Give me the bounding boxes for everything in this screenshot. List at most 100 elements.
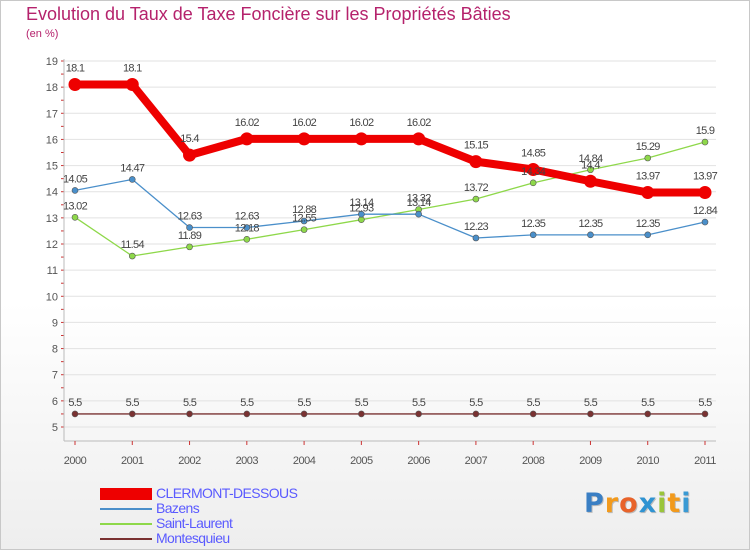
data-point	[583, 174, 597, 188]
logo-letter: P	[584, 488, 605, 519]
y-tick-label: 11	[47, 265, 58, 277]
data-point	[415, 210, 422, 218]
x-tick-label: 2011	[694, 455, 716, 467]
logo-letter: i	[681, 488, 692, 519]
data-label: 13.14	[349, 197, 374, 209]
data-point	[644, 231, 652, 239]
logo-letter: x	[638, 488, 658, 519]
y-tick-label: 12	[46, 239, 58, 251]
data-label: 14.4	[581, 159, 600, 171]
data-point	[701, 138, 709, 146]
data-point	[128, 252, 136, 260]
series-line-clermont-dessous	[71, 80, 709, 197]
x-tick-label: 2006	[407, 455, 430, 467]
data-point	[641, 185, 655, 199]
data-label: 13.14	[407, 197, 432, 209]
data-point	[240, 132, 254, 146]
data-point	[186, 224, 193, 231]
legend-swatch	[100, 538, 152, 540]
y-tick-label: 10	[46, 291, 58, 303]
data-label: 12.35	[578, 218, 603, 230]
series-line-saint-laurent	[74, 141, 706, 257]
data-label: 16.02	[349, 117, 374, 129]
data-point	[698, 185, 712, 199]
data-label: 5.5	[698, 397, 712, 409]
data-label: 12.23	[464, 221, 489, 233]
data-label: 16.02	[407, 117, 432, 129]
data-point	[469, 155, 483, 169]
data-label: 14.85	[521, 147, 546, 159]
legend-label: Bazens	[156, 500, 200, 516]
logo-letter: r	[604, 488, 620, 519]
data-label: 11.54	[121, 239, 145, 251]
y-tick-label: 5	[52, 422, 58, 434]
data-point	[300, 410, 308, 418]
data-point	[300, 226, 308, 233]
y-tick-label: 14	[46, 187, 58, 199]
data-point	[358, 210, 365, 218]
data-label: 15.29	[636, 141, 661, 153]
y-tick-label: 7	[52, 370, 58, 382]
x-tick-label: 2010	[636, 455, 659, 467]
data-point	[186, 410, 193, 418]
data-point	[472, 410, 480, 418]
data-label: 16.02	[235, 117, 260, 129]
logo-letter: t	[667, 488, 682, 519]
data-point	[186, 243, 193, 251]
data-point	[644, 154, 652, 162]
y-tick-label: 8	[52, 344, 58, 356]
data-label: 13.32	[407, 192, 432, 204]
data-point	[71, 410, 79, 418]
data-label: 13.72	[464, 182, 489, 194]
data-label: 5.5	[297, 397, 311, 409]
data-label: 5.5	[126, 397, 140, 409]
data-label: 5.5	[240, 397, 254, 409]
x-tick-label: 2001	[121, 455, 144, 467]
y-tick-label: 18	[46, 82, 58, 94]
x-tick-label: 2003	[236, 455, 259, 467]
data-label: 5.5	[183, 397, 197, 409]
y-tick-label: 17	[46, 108, 58, 120]
legend-swatch	[100, 488, 152, 500]
data-point	[125, 78, 139, 92]
data-label: 5.5	[584, 397, 598, 409]
series-layer	[68, 78, 712, 418]
data-label: 14.34	[521, 166, 546, 178]
legend-label: Saint-Laurent	[156, 515, 233, 531]
data-point	[529, 179, 537, 187]
series-line-bazens	[74, 178, 706, 239]
data-point	[243, 235, 251, 243]
data-point	[412, 132, 426, 146]
data-point	[472, 195, 480, 203]
x-tick-label: 2000	[64, 455, 87, 467]
data-point	[587, 166, 594, 174]
data-label: 5.5	[641, 397, 655, 409]
chart-subtitle: (en %)	[26, 28, 59, 40]
x-tick-label: 2004	[293, 455, 316, 467]
data-label: 14.47	[120, 162, 145, 174]
data-point	[529, 410, 537, 418]
data-label: 15.4	[180, 133, 199, 145]
data-point	[701, 410, 709, 418]
logo-letter: i	[657, 488, 668, 519]
data-label: 5.5	[527, 397, 541, 409]
data-point	[183, 148, 197, 162]
data-label: 5.5	[355, 397, 369, 409]
data-label: 12.35	[636, 218, 661, 230]
data-point	[529, 231, 537, 239]
data-point	[354, 132, 368, 146]
data-point	[701, 218, 709, 226]
data-label: 14.84	[578, 153, 603, 165]
data-point	[243, 410, 251, 418]
data-label: 18.1	[123, 63, 142, 75]
data-label: 12.35	[521, 218, 546, 230]
data-label: 5.5	[469, 397, 483, 409]
data-point	[71, 214, 79, 221]
chart-title: Evolution du Taux de Taxe Foncière sur l…	[26, 4, 511, 24]
data-label: 18.1	[66, 63, 85, 75]
legend-label: Montesquieu	[156, 530, 230, 546]
data-label: 16.02	[292, 117, 317, 129]
data-label: 13.02	[63, 200, 88, 212]
data-point	[415, 410, 422, 418]
data-label: 11.89	[178, 230, 202, 242]
